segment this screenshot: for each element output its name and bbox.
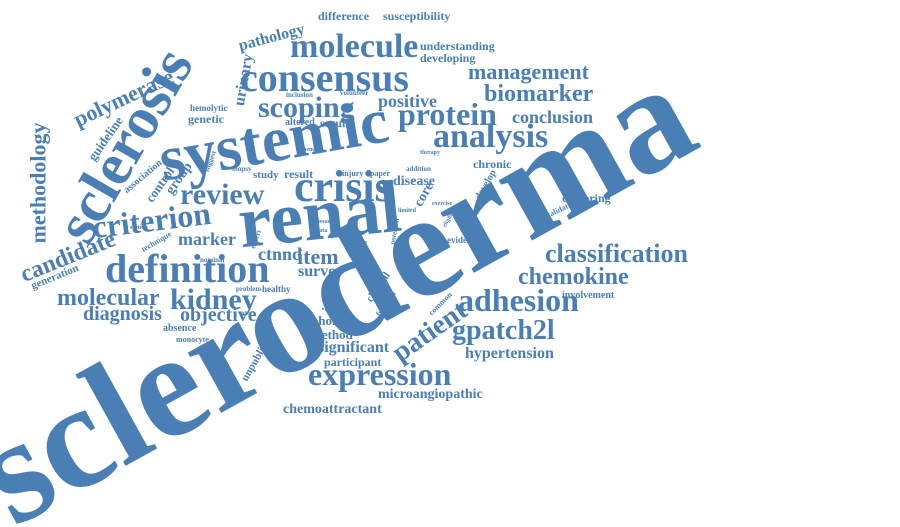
word-method: method	[311, 327, 353, 342]
word-absence: absence	[163, 323, 197, 334]
word-exploring: exploring	[562, 191, 611, 205]
word-gpatch2l: gpatch2l	[452, 315, 555, 346]
word-nominal: nominal	[200, 256, 225, 264]
word-altered: altered	[285, 117, 315, 128]
word-item: item	[297, 244, 339, 269]
word-evidence: evidence	[447, 235, 480, 245]
word-objective: objective	[180, 304, 257, 326]
word-biomarker: biomarker	[484, 81, 594, 107]
word-study: study	[253, 169, 279, 181]
word-paper: paper	[370, 169, 390, 178]
word-section: section	[130, 225, 148, 231]
word-involvement: involvement	[562, 290, 615, 301]
word-hemolytic: hemolytic	[190, 103, 228, 113]
word-inclusion: inclusion	[286, 91, 313, 99]
word-microangiopathic: microangiopathic	[378, 387, 483, 402]
word-hypertension: hypertension	[465, 345, 554, 362]
word-limited: limited	[398, 208, 416, 214]
word-review: review	[180, 178, 265, 211]
word-monocyte: monocyte	[176, 335, 209, 344]
word-addition: addition	[406, 165, 431, 173]
word-classification: classification	[545, 239, 688, 268]
word-reduce: reduce	[350, 240, 368, 246]
word-survey: survey	[298, 263, 344, 280]
word-positive: positive	[378, 91, 438, 111]
word-difference: difference	[318, 9, 370, 23]
word-ctnnd: ctnnd	[258, 244, 303, 264]
word-healthy: healthy	[262, 284, 291, 294]
word-susceptibility: susceptibility	[383, 9, 451, 23]
word-volunteer: volunteer	[340, 89, 369, 97]
word-anemia: anemia	[300, 147, 319, 153]
word-understanding: understanding	[420, 39, 495, 53]
word-serum: serum	[320, 116, 352, 130]
word-developing: developing	[420, 51, 476, 65]
word-analysis: analysis	[433, 118, 549, 155]
word-disease: disease	[393, 174, 435, 189]
word-injury: injury	[342, 169, 364, 178]
word-diagnosis: diagnosis	[83, 303, 162, 325]
word-scoping: scoping	[258, 91, 355, 124]
word-problem: problem	[236, 285, 262, 293]
word-participant: participant	[324, 355, 382, 369]
word-result: result	[284, 167, 314, 181]
word-consensus: consensus	[240, 55, 409, 100]
word-tissue: tissue	[316, 219, 331, 225]
word-exercise: exercise	[432, 201, 453, 207]
word-molecule: molecule	[290, 28, 419, 65]
word-marker: marker	[178, 229, 236, 249]
word-significant: significant	[318, 339, 390, 356]
word-chemoattractant: chemoattractant	[283, 402, 382, 417]
word-data: data	[316, 228, 328, 234]
word-genetic: genetic	[188, 112, 224, 126]
word-cohort: cohort	[306, 313, 343, 328]
word-crisis: crisis	[294, 162, 392, 211]
word-kidney: kidney	[170, 283, 257, 316]
word-definition: definition	[105, 246, 270, 291]
word-molecular: molecular	[57, 285, 160, 311]
word-protein: protein	[398, 96, 497, 132]
word-conclusion: conclusion	[512, 107, 594, 127]
word-therapy: therapy	[420, 150, 440, 156]
word-management: management	[468, 59, 589, 84]
word-biopsy: biopsy	[232, 165, 252, 173]
word-chemokine: chemokine	[518, 264, 629, 290]
word-expression: expression	[308, 356, 452, 392]
word-feasible: feasible	[357, 265, 380, 273]
word-chronic: chronic	[473, 157, 512, 171]
word-adhesion: adhesion	[458, 282, 579, 318]
word-methodology: methodology	[25, 122, 51, 244]
